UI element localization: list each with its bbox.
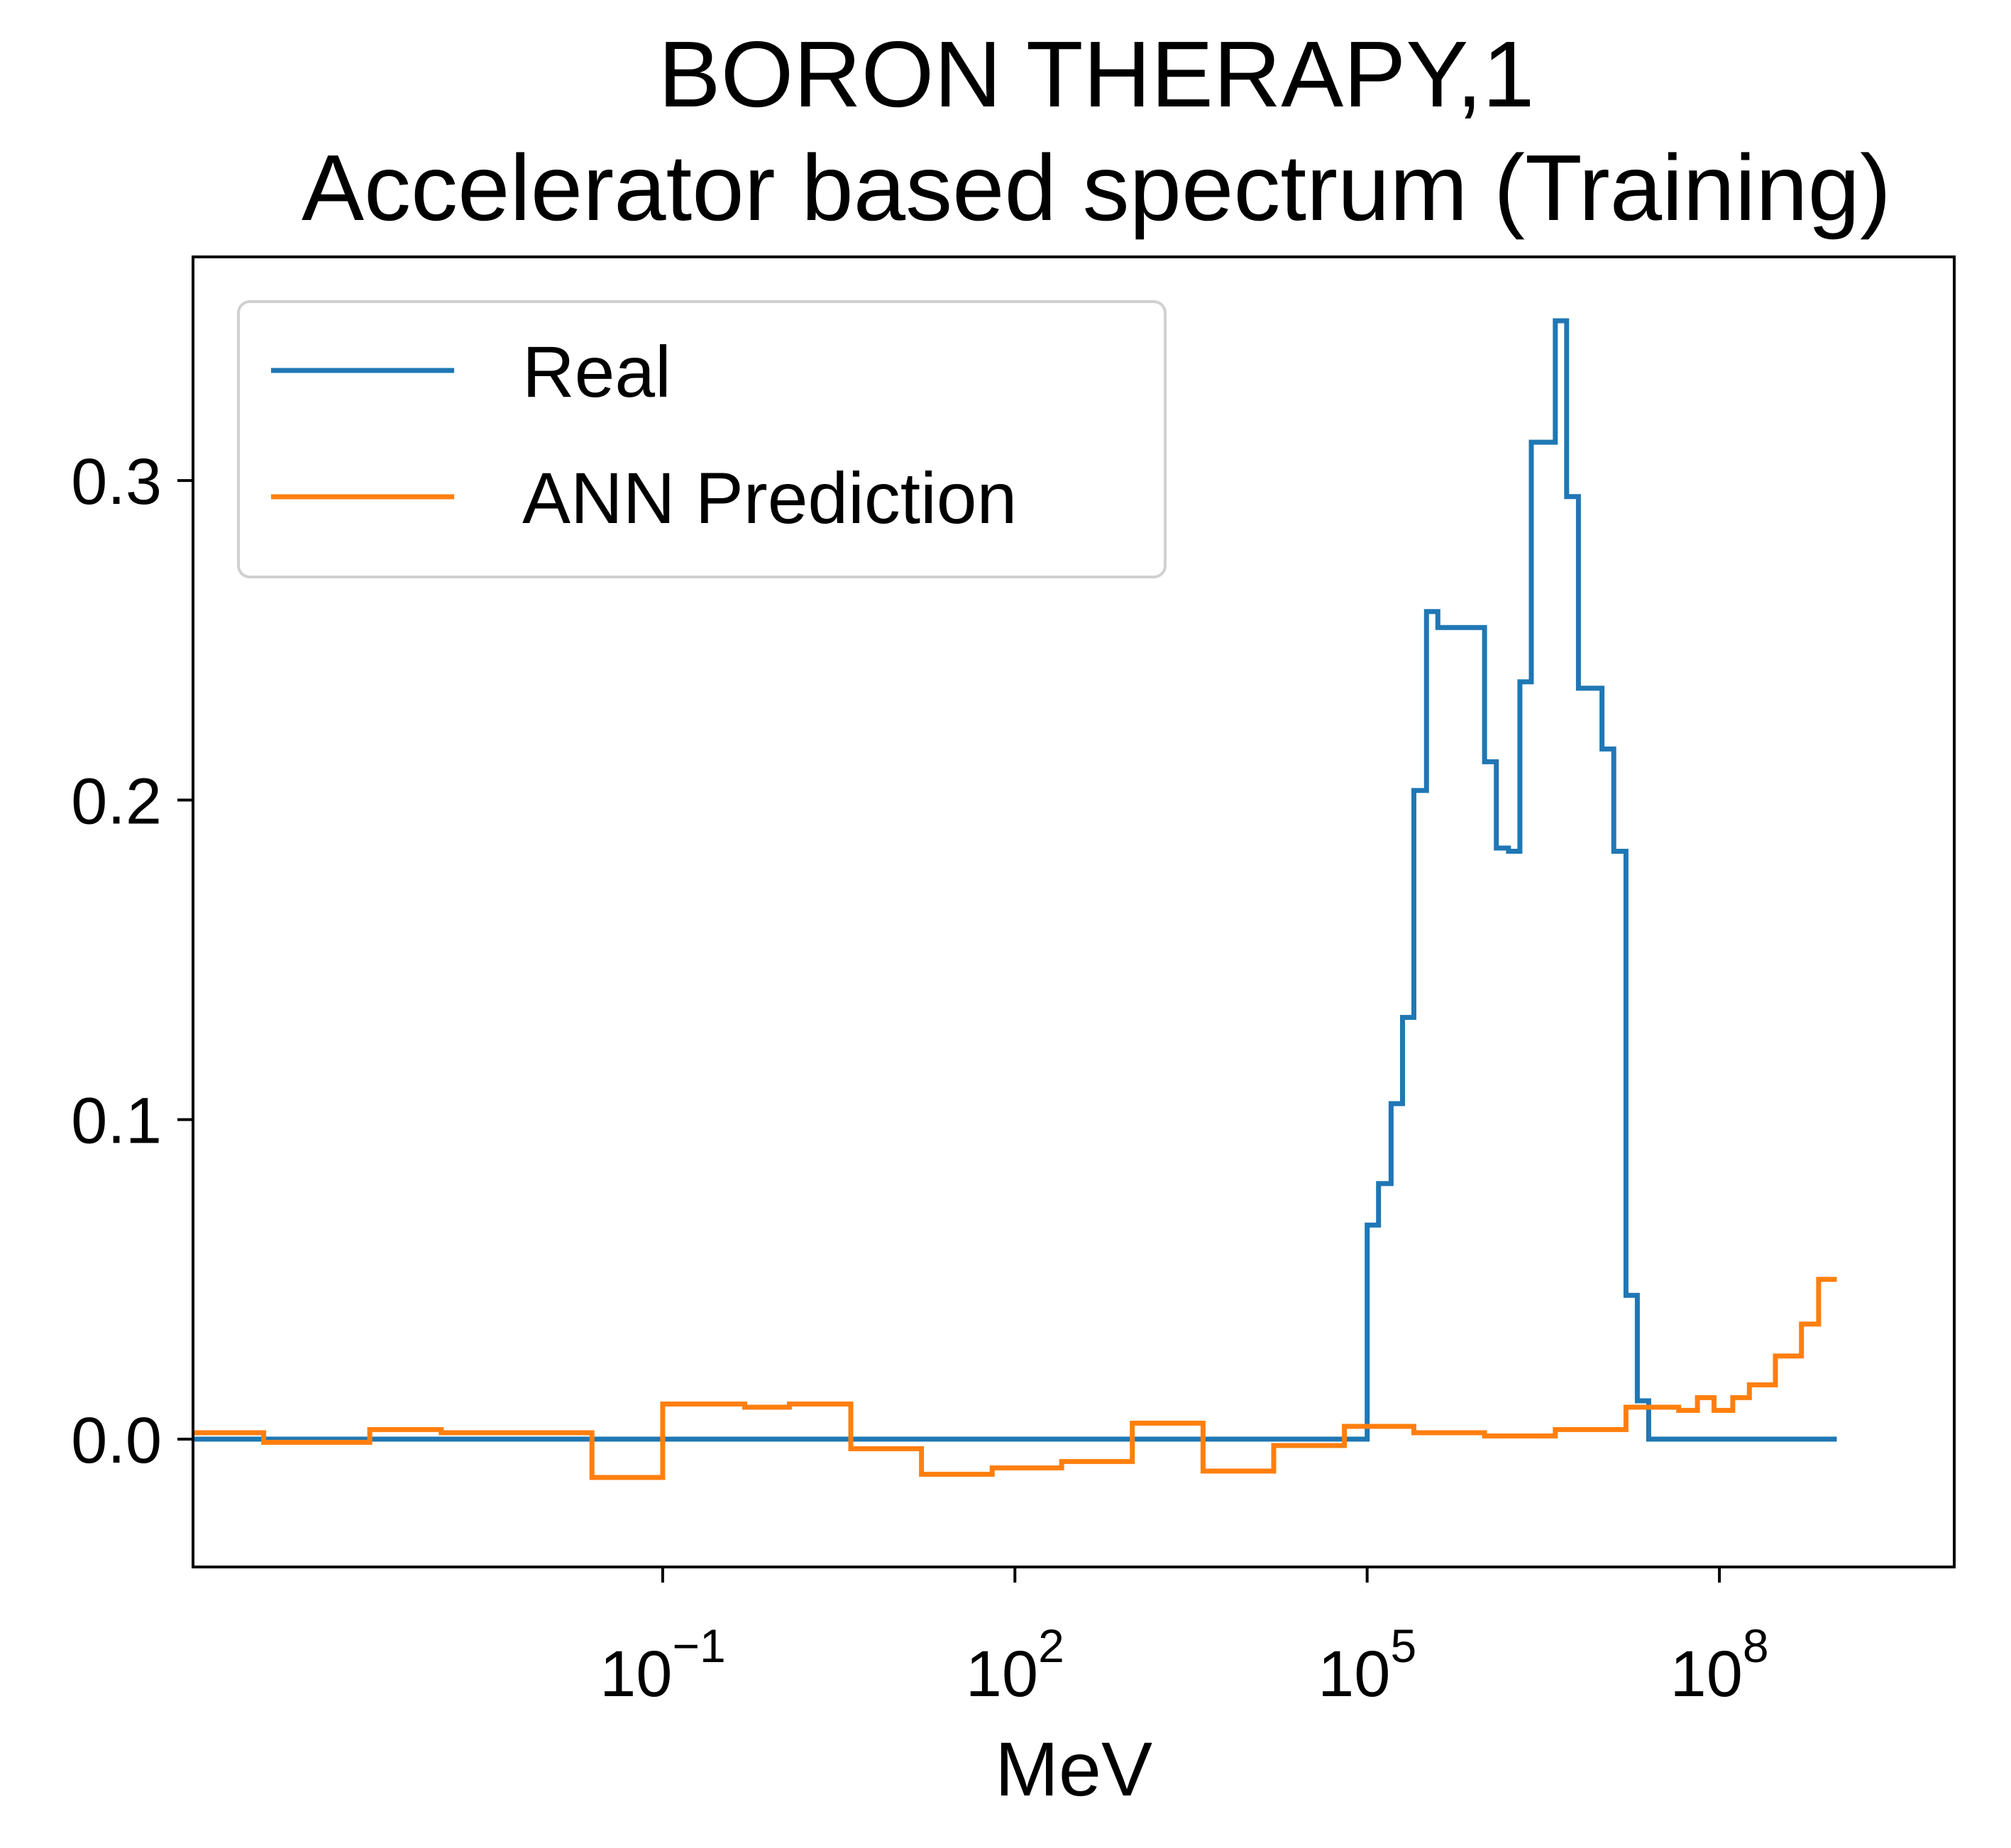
chart-subtitle: Accelerator based spectrum (Training) — [302, 136, 1891, 240]
chart-title: BORON THERAPY,1 — [659, 22, 1535, 126]
x-axis-label: MeV — [995, 1726, 1152, 1812]
legend-label-ann-prediction: ANN Prediction — [522, 458, 1017, 539]
axis-ticks: 10−1 102 105 108 0.0 0.1 0.2 0.3 — [71, 446, 1769, 1710]
y-tick-label: 0.3 — [71, 446, 162, 518]
x-tick-label: 102 — [966, 1619, 1064, 1710]
x-tick-label: 105 — [1318, 1619, 1416, 1710]
y-tick-label: 0.0 — [71, 1404, 162, 1477]
series-layer — [193, 318, 1837, 1480]
plot-frame — [192, 255, 1956, 1568]
series-line-ann-prediction — [193, 1277, 1837, 1480]
legend-box — [237, 300, 1167, 578]
y-tick-label: 0.2 — [71, 765, 162, 837]
legend: Real ANN Prediction — [237, 300, 1167, 578]
x-tick-label: 108 — [1670, 1619, 1769, 1710]
series-line-real — [193, 318, 1837, 1442]
y-tick-label: 0.1 — [71, 1085, 162, 1157]
x-tick-label: 10−1 — [600, 1619, 726, 1710]
legend-label-real: Real — [522, 331, 671, 412]
